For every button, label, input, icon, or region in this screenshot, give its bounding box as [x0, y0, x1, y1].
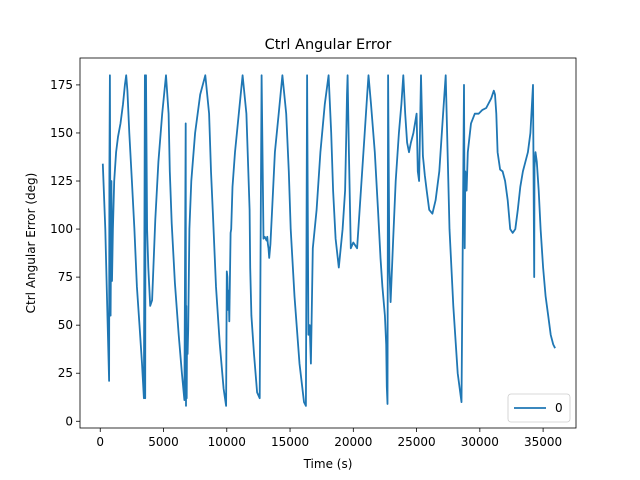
chart-title: Ctrl Angular Error	[265, 37, 392, 53]
legend: 0	[507, 393, 571, 423]
x-tick-label: 10000	[208, 435, 246, 449]
y-tick-label: 175	[50, 78, 73, 92]
legend-label-0: 0	[555, 401, 563, 415]
series-line-0	[101, 74, 556, 407]
x-tick-label: 15000	[271, 435, 309, 449]
plot-area	[80, 58, 576, 428]
x-tick-label: 5000	[148, 435, 179, 449]
y-axis: 0 25 50 75 100 125 150 175	[50, 78, 80, 428]
series-layer	[101, 74, 556, 407]
y-tick-label: 100	[50, 222, 73, 236]
y-tick-label: 50	[58, 318, 73, 332]
y-tick-label: 150	[50, 126, 73, 140]
y-tick-label: 0	[65, 414, 73, 428]
x-axis-title: Time (s)	[303, 457, 353, 471]
y-tick-label: 75	[58, 270, 73, 284]
plot-frame	[79, 57, 577, 429]
y-axis-title: Ctrl Angular Error (deg)	[24, 173, 38, 314]
y-tick-label: 25	[58, 366, 73, 380]
y-tick-label: 125	[50, 174, 73, 188]
x-tick-label: 0	[96, 435, 104, 449]
x-tick-label: 20000	[334, 435, 372, 449]
x-tick-label: 30000	[461, 435, 499, 449]
x-tick-label: 25000	[397, 435, 435, 449]
x-tick-label: 35000	[524, 435, 562, 449]
x-axis: 0 5000 10000 15000 20000 25000 30000 35000	[96, 428, 562, 449]
